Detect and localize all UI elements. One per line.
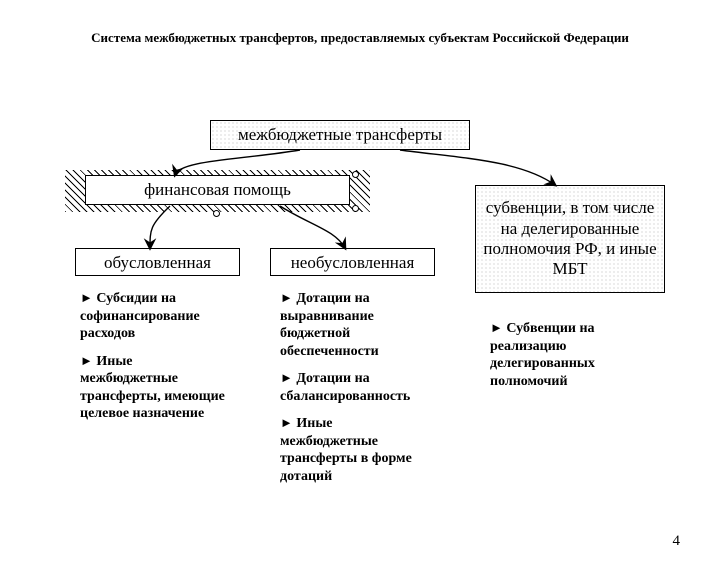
unconditional-label: необусловленная bbox=[291, 253, 415, 272]
list-item: ► Субвенции на реализацию делегированных… bbox=[490, 320, 640, 390]
subventions-box: субвенции, в том числе на делегированные… bbox=[475, 185, 665, 293]
financial-aid-label: финансовая помощь bbox=[144, 180, 291, 199]
conditional-column: ► Субсидии на софинансирование расходов ►… bbox=[80, 290, 230, 433]
subventions-column: ► Субвенции на реализацию делегированных… bbox=[490, 320, 640, 400]
list-item: ► Иные межбюджетные трансферты, имеющие … bbox=[80, 353, 230, 423]
list-item: ► Субсидии на софинансирование расходов bbox=[80, 290, 230, 343]
financial-aid-box: финансовая помощь bbox=[85, 175, 350, 205]
decor-circle bbox=[213, 210, 220, 217]
unconditional-column: ► Дотации на выравнивание бюджетной обес… bbox=[280, 290, 430, 495]
root-box: межбюджетные трансферты bbox=[210, 120, 470, 150]
root-box-label: межбюджетные трансферты bbox=[238, 125, 442, 144]
list-item: ► Дотации на выравнивание бюджетной обес… bbox=[280, 290, 430, 360]
subventions-label: субвенции, в том числе на делегированные… bbox=[482, 198, 658, 280]
list-item: ► Иные межбюджетные трансферты в форме д… bbox=[280, 415, 430, 485]
diagram-title: Система межбюджетных трансфертов, предос… bbox=[60, 30, 660, 46]
decor-circle bbox=[352, 205, 359, 212]
page-number: 4 bbox=[673, 533, 681, 550]
conditional-box: обусловленная bbox=[75, 248, 240, 276]
list-item: ► Дотации на сбалансированность bbox=[280, 370, 430, 405]
unconditional-box: необусловленная bbox=[270, 248, 435, 276]
conditional-label: обусловленная bbox=[104, 253, 211, 272]
decor-circle bbox=[352, 171, 359, 178]
